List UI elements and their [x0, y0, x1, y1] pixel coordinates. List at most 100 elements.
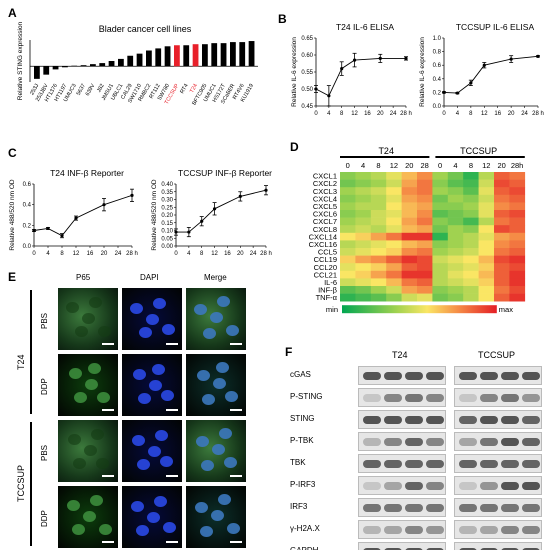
- heatmap-timepoint: 8: [469, 161, 473, 170]
- heatmap-cell: [478, 217, 495, 226]
- treatment-label: PBS: [40, 444, 49, 461]
- heatmap-cell: [401, 255, 418, 264]
- blot-strip: [454, 542, 542, 550]
- data-point: [509, 57, 513, 61]
- cell-nucleus: [201, 460, 214, 471]
- heatmap-cell: [463, 179, 479, 188]
- blot-band: [384, 482, 402, 490]
- heatmap-cell: [370, 232, 387, 241]
- treatment-label: DDP: [40, 378, 49, 395]
- heatmap-cell: [370, 225, 387, 234]
- heatmap-cell: [509, 232, 526, 241]
- heatmap-cell: [478, 172, 495, 180]
- heatmap-cell: [355, 179, 372, 188]
- heatmap-cell: [370, 248, 387, 256]
- heatmap-cell: [494, 278, 510, 287]
- tick-label-253j: 253J: [29, 83, 40, 97]
- blot-band: [426, 460, 444, 468]
- microscopy-column-dapi: DAPI: [140, 273, 159, 282]
- cell-nucleus: [88, 363, 101, 374]
- x-tick-label: 12: [481, 111, 488, 117]
- cell-nucleus: [85, 379, 98, 390]
- heatmap-cell: [463, 202, 479, 211]
- heatmap-cell: [355, 187, 372, 196]
- series-line: [176, 189, 267, 233]
- blot-strip: [454, 520, 542, 539]
- heatmap-cell: [340, 286, 356, 294]
- heatmap-cell: [509, 286, 526, 294]
- heatmap-cell: [417, 202, 433, 211]
- group-bracket: [30, 422, 32, 546]
- x-tick-label: 16: [494, 111, 501, 117]
- cell-nucleus: [154, 496, 167, 507]
- heatmap-row-label: CXCL2: [313, 179, 337, 188]
- y-tick-label: 0.15: [161, 221, 173, 227]
- heatmap-cell: [432, 210, 449, 218]
- heatmap-cell: [355, 225, 372, 234]
- heatmap-cell: [494, 217, 510, 226]
- y-tick-label: 0.20: [161, 213, 173, 219]
- cell-nucleus: [130, 303, 143, 314]
- cell-nucleus: [212, 444, 225, 455]
- heatmap-cell: [494, 240, 510, 249]
- heatmap-cell: [432, 187, 449, 196]
- heatmap-cell: [340, 278, 356, 287]
- data-point: [314, 87, 318, 91]
- heatmap-group-t24: T24: [378, 146, 394, 156]
- blot-band: [363, 438, 381, 446]
- y-tick-label: 0.4: [23, 203, 32, 209]
- blot-protein-label: γ-H2A.X: [290, 524, 320, 533]
- panel-letter-f: F: [285, 345, 293, 359]
- panel-c-left-line-chart: T24 INF-β Reporter 0.0 0.2 0.4 0.6 0 4 8 12 16 20 2…: [9, 168, 138, 257]
- heatmap-cell: [370, 270, 387, 279]
- blot-band: [363, 548, 381, 550]
- x-tick-label: 20: [377, 111, 384, 117]
- x-tick-label: 8: [469, 111, 473, 117]
- cell-nucleus: [219, 428, 232, 439]
- x-tick-label: 24: [115, 251, 122, 257]
- group-bracket: [30, 290, 32, 414]
- heatmap-cell: [401, 202, 418, 211]
- heatmap-cell: [494, 194, 510, 203]
- cell-nucleus: [84, 445, 97, 456]
- data-point: [340, 67, 344, 71]
- heatmap-row-label: CCL20: [314, 263, 337, 272]
- blot-band: [405, 460, 423, 468]
- blot-band: [522, 438, 540, 446]
- panel-letter-d: D: [290, 140, 299, 154]
- heatmap-cell: [494, 232, 510, 241]
- cell-nucleus: [99, 524, 112, 535]
- heatmap-cell: [417, 232, 433, 241]
- data-point: [200, 219, 204, 223]
- heatmap-cell: [447, 172, 464, 180]
- bar-jmsu1: [108, 61, 115, 67]
- heatmap-cell: [432, 240, 449, 249]
- cell-nucleus: [83, 511, 96, 522]
- blot-strip: [358, 542, 446, 550]
- blot-band: [459, 526, 477, 534]
- heatmap-cell: [494, 248, 510, 256]
- heatmap-cell: [355, 255, 372, 264]
- blot-strip: [454, 410, 542, 429]
- blot-band: [522, 526, 540, 534]
- micrograph-p65: [58, 288, 118, 350]
- y-tick-label: 0.30: [161, 198, 173, 204]
- blot-band: [501, 460, 519, 468]
- blot-band: [501, 526, 519, 534]
- blot-band: [384, 460, 402, 468]
- heatmap-cell: [447, 194, 464, 203]
- heatmap-cell: [417, 217, 433, 226]
- heatmap-cell: [370, 293, 387, 302]
- heatmap-cell: [386, 263, 402, 272]
- heatmap-cell: [340, 210, 356, 218]
- scale-bar: [102, 475, 114, 477]
- heatmap-timepoint: 28: [421, 161, 429, 170]
- blot-band: [426, 394, 444, 402]
- heatmap-timepoint: 20: [498, 161, 506, 170]
- cell-nucleus: [82, 313, 95, 324]
- x-tick-label: 20: [237, 251, 244, 257]
- series-line: [33, 194, 133, 237]
- y-tick-label: 0.35: [161, 190, 173, 196]
- microscopy-column-merge: Merge: [204, 273, 227, 282]
